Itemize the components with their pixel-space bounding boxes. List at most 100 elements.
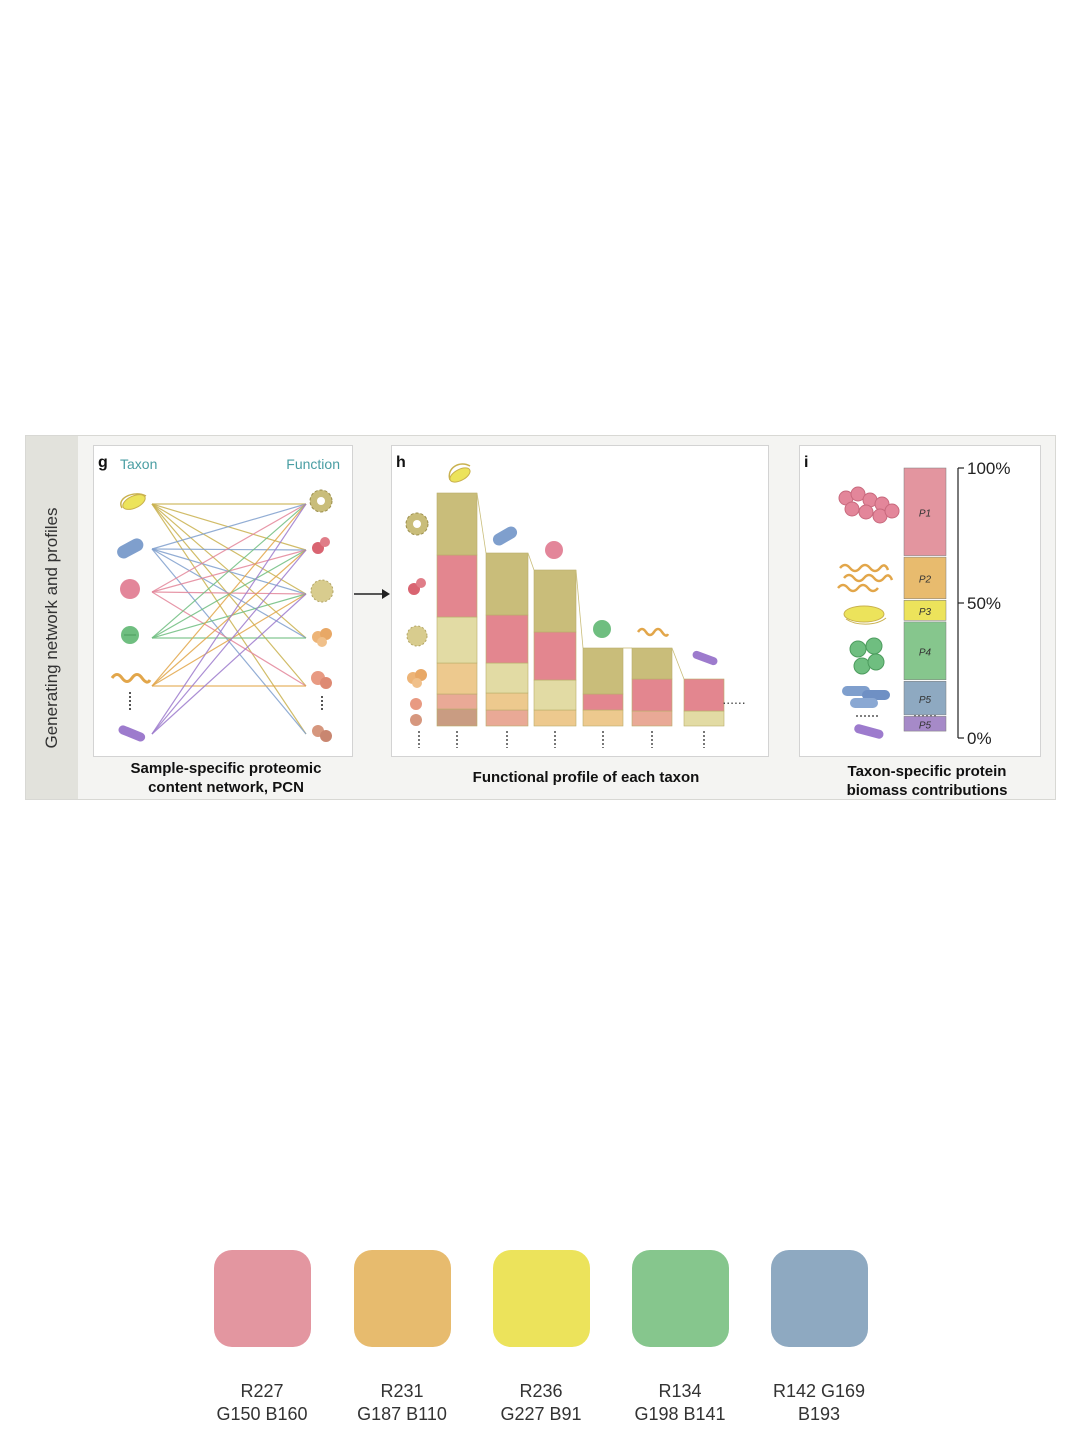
biomass-segment-1 xyxy=(903,467,947,556)
color-swatch-label: R142 G169 B193 xyxy=(749,1380,889,1426)
function-icon-5 xyxy=(410,698,422,710)
function-icon-5 xyxy=(311,671,332,689)
network-edge xyxy=(151,503,307,735)
profile-segment xyxy=(436,492,478,556)
swatch-label-line1: R236 xyxy=(519,1381,563,1401)
swatch-label-line2: G150 B160 xyxy=(216,1404,308,1424)
profile-segment xyxy=(631,678,673,712)
panel-g-letter: g xyxy=(98,454,108,471)
swatch-label-line2: G198 B141 xyxy=(634,1404,726,1424)
profile-connector xyxy=(476,492,487,554)
orange-spirillum-icon xyxy=(636,627,670,637)
biomass-segment-2 xyxy=(903,556,947,600)
network-edge xyxy=(151,593,307,687)
network-edge xyxy=(151,548,307,551)
purple-rod-icon xyxy=(118,725,146,742)
panel-g-caption: Sample-specific proteomic content networ… xyxy=(116,759,336,797)
blue-rod-icon xyxy=(492,526,518,546)
color-swatch-label: R134 G198 B141 xyxy=(610,1380,750,1426)
swatch-label-line2: G227 B91 xyxy=(500,1404,582,1424)
profile-segment xyxy=(485,552,529,616)
profile-segment xyxy=(436,693,478,710)
swatch-label-line1: R227 xyxy=(240,1381,284,1401)
profile-segment xyxy=(485,709,529,727)
yellow-bacillus-icon xyxy=(843,605,887,625)
biomass-segment-label: P3 xyxy=(919,607,932,618)
panel-g: g Taxon Function xyxy=(93,445,353,757)
biomass-segment-5 xyxy=(903,681,947,716)
pink-cocci-cluster-icon xyxy=(838,486,900,524)
profile-segment xyxy=(436,554,478,618)
profile-segment xyxy=(485,614,529,664)
profile-segment xyxy=(533,631,577,681)
panel-i: i xyxy=(799,445,1041,757)
color-swatch xyxy=(214,1250,311,1347)
function-icon-2 xyxy=(408,578,426,595)
axis-tick-label: 50% xyxy=(967,594,1001,613)
more-taxa-ellipsis: ...... xyxy=(722,691,745,707)
color-swatch xyxy=(493,1250,590,1347)
swatch-label-line1: R142 G169 xyxy=(772,1381,866,1401)
color-swatch xyxy=(354,1250,451,1347)
profile-segment xyxy=(533,709,577,727)
profile-segment xyxy=(533,569,577,633)
function-icon-6 xyxy=(410,714,422,726)
side-title: Generating network and profiles xyxy=(42,507,61,749)
network-edge xyxy=(151,549,307,735)
color-swatch-label: R227 G150 B160 xyxy=(192,1380,332,1426)
profile-segment xyxy=(436,616,478,664)
pink-coccus-icon xyxy=(120,579,140,599)
profile-segment xyxy=(533,679,577,711)
function-icon-6 xyxy=(312,725,332,742)
color-swatch xyxy=(771,1250,868,1347)
color-swatch-label: R231 G187 B110 xyxy=(332,1380,472,1426)
biomass-segment-label: P2 xyxy=(919,575,932,586)
network-edge xyxy=(151,503,307,687)
yellow-bacillus-icon xyxy=(120,493,147,510)
green-diplococcus-icon xyxy=(593,620,611,638)
blue-rod-icon xyxy=(117,538,144,559)
profile-segment xyxy=(485,662,529,694)
profile-connector xyxy=(575,569,584,649)
profile-segment xyxy=(631,710,673,727)
panel-h: h ...... xyxy=(391,445,769,757)
network-edges xyxy=(151,503,307,735)
swatch-label-line1: R231 xyxy=(380,1381,424,1401)
panel-i-letter: i xyxy=(804,454,809,471)
function-icon-4 xyxy=(407,669,427,688)
network-edge xyxy=(151,549,307,639)
panel-i-caption-line1: Taxon-specific protein xyxy=(847,763,1007,780)
swatch-label-line2: B193 xyxy=(797,1404,841,1424)
biomass-segment-label: P5 xyxy=(919,695,932,706)
panel-g-caption-line2: content network, PCN xyxy=(148,779,304,796)
panel-h-caption: Functional profile of each taxon xyxy=(472,769,700,786)
biomass-segment-4 xyxy=(903,621,947,681)
orange-spirilla-icon xyxy=(837,563,894,593)
panel-i-caption-line2: biomass contributions xyxy=(846,782,1008,799)
panel-g-caption-line1: Sample-specific proteomic xyxy=(130,760,322,777)
profile-segment xyxy=(631,647,673,680)
profile-segment xyxy=(582,647,624,695)
profile-segment xyxy=(683,710,725,727)
profile-segment xyxy=(436,708,478,727)
function-icon-2 xyxy=(312,537,330,554)
color-swatch xyxy=(632,1250,729,1347)
profile-connector xyxy=(527,552,535,571)
pink-coccus-icon xyxy=(545,541,563,559)
biomass-stack: P1 P2 P3 P4 P5 P5 xyxy=(903,467,947,732)
orange-spirillum-icon xyxy=(110,673,152,684)
yellow-bacillus-icon xyxy=(448,463,471,483)
stacked-profile-diagram: ...... xyxy=(405,463,746,748)
profile-connector xyxy=(671,647,685,680)
swatch-label-line1: R134 xyxy=(658,1381,702,1401)
color-swatch-label: R236 G227 B91 xyxy=(471,1380,611,1426)
function-icon-3 xyxy=(406,625,428,647)
biomass-segment-label: P5 xyxy=(919,721,932,732)
profile-segment xyxy=(436,662,478,695)
network-edge xyxy=(151,593,307,735)
percent-axis: 100% 50% 0% xyxy=(957,459,1010,748)
swatch-label-line2: G187 B110 xyxy=(357,1404,447,1424)
network-edge xyxy=(151,591,307,687)
panel-h-letter: h xyxy=(396,454,406,471)
biomass-segment-label: P4 xyxy=(919,648,932,659)
